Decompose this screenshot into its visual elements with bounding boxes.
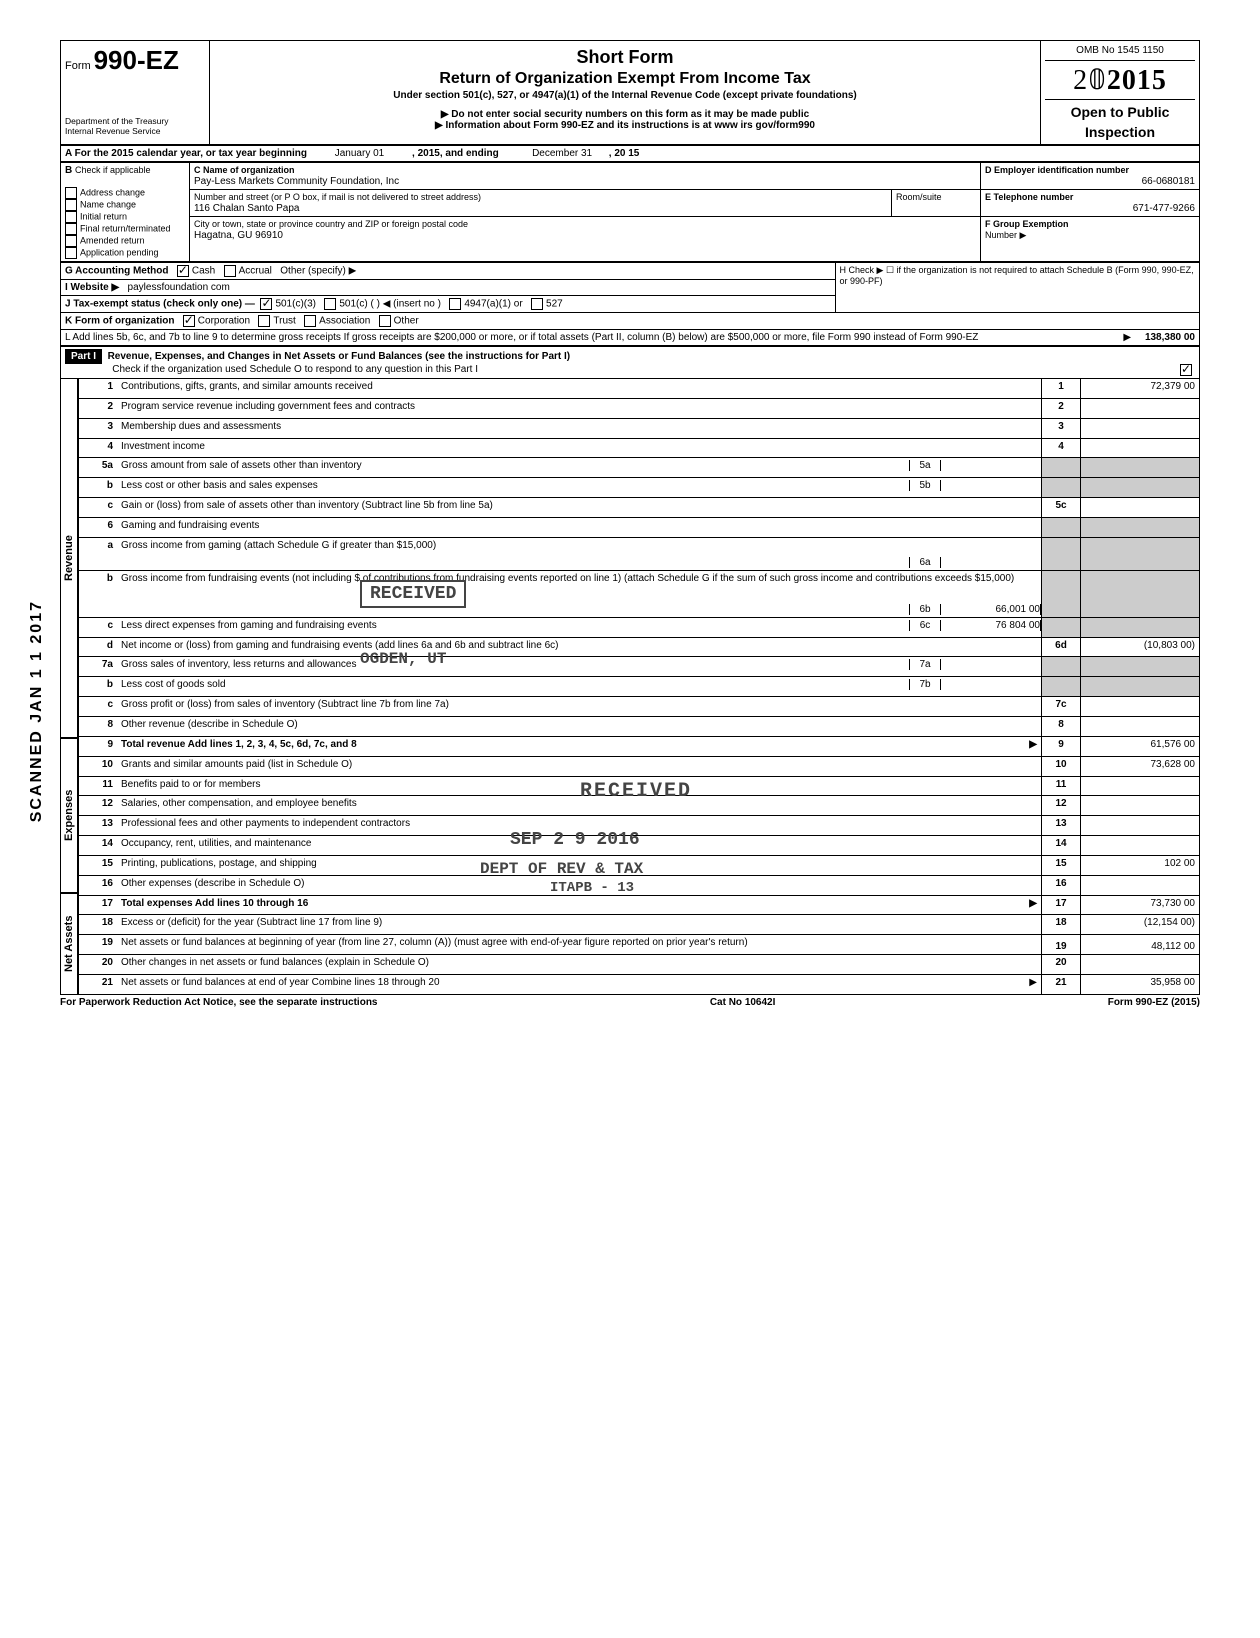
short-form-title: Short Form <box>218 47 1032 68</box>
dept-treasury: Department of the Treasury <box>65 116 205 126</box>
cb-501c3[interactable] <box>260 298 272 310</box>
open-public-2: Inspection <box>1045 124 1195 140</box>
part1-body: Revenue Expenses Net Assets 1Contributio… <box>60 378 1200 995</box>
form-label: Form <box>65 60 91 72</box>
line-6: 6Gaming and fundraising events <box>79 517 1200 537</box>
cb-initial-return[interactable] <box>65 211 77 223</box>
line-18: 18Excess or (deficit) for the year (Subt… <box>79 915 1200 935</box>
header-center: Short Form Return of Organization Exempt… <box>210 41 1041 144</box>
header-right: OMB No 1545 1150 2𝟘2015 Open to Public I… <box>1041 41 1199 144</box>
form-number: 990-EZ <box>94 45 179 75</box>
cb-association[interactable] <box>304 315 316 327</box>
dept-irs: Internal Revenue Service <box>65 126 205 136</box>
section-c-city: City or town, state or province country … <box>190 217 981 262</box>
line-7c: cGross profit or (loss) from sales of in… <box>79 697 1200 717</box>
part1-lines: 1Contributions, gifts, grants, and simil… <box>78 378 1200 995</box>
cb-accrual[interactable] <box>224 265 236 277</box>
line-3: 3Membership dues and assessments3 <box>79 418 1200 438</box>
cb-other-org[interactable] <box>379 315 391 327</box>
line-20: 20Other changes in net assets or fund ba… <box>79 955 1200 975</box>
section-c-street: Number and street (or P O box, if mail i… <box>190 190 892 217</box>
line-9: 9Total revenue Add lines 1, 2, 3, 4, 5c,… <box>79 736 1200 756</box>
section-f: F Group Exemption Number ▶ <box>981 217 1200 262</box>
line-5a: 5aGross amount from sale of assets other… <box>79 458 1200 478</box>
line-i: I Website ▶ paylessfoundation com <box>61 280 836 296</box>
line-a-table: A For the 2015 calendar year, or tax yea… <box>60 145 1200 162</box>
cb-501c[interactable] <box>324 298 336 310</box>
line-6b: bGross income from fundraising events (n… <box>79 570 1200 617</box>
part1-title: Revenue, Expenses, and Changes in Net As… <box>108 351 571 362</box>
entity-info-table: B Check if applicable Address change Nam… <box>60 162 1200 262</box>
tax-year: 2𝟘2015 <box>1045 61 1195 100</box>
scanned-stamp: SCANNED JAN 1 1 2017 <box>28 600 46 822</box>
line-4: 4Investment income4 <box>79 438 1200 458</box>
form-header: Form 990-EZ Department of the Treasury I… <box>60 40 1200 145</box>
cb-4947a1[interactable] <box>449 298 461 310</box>
cb-amended-return[interactable] <box>65 235 77 247</box>
cb-schedule-o[interactable] <box>1180 364 1192 376</box>
part1-check: Check if the organization used Schedule … <box>112 364 478 375</box>
line-j: J Tax-exempt status (check only one) — 5… <box>61 296 836 313</box>
footer-center: Cat No 10642I <box>710 997 776 1008</box>
omb-number: OMB No 1545 1150 <box>1045 45 1195 61</box>
form-page: SCANNED JAN 1 1 2017 Form 990-EZ Departm… <box>60 40 1200 1008</box>
line-17: 17Total expenses Add lines 10 through 16… <box>79 895 1200 915</box>
ghijkl-table: G Accounting Method Cash Accrual Other (… <box>60 262 1200 346</box>
section-d: D Employer identification number 66-0680… <box>981 163 1200 190</box>
netassets-label: Net Assets <box>60 893 78 995</box>
expenses-label: Expenses <box>60 738 78 893</box>
line-6d: dNet income or (loss) from gaming and fu… <box>79 637 1200 657</box>
footer-left: For Paperwork Reduction Act Notice, see … <box>60 997 378 1008</box>
cb-final-return[interactable] <box>65 223 77 235</box>
cb-application-pending[interactable] <box>65 247 77 259</box>
subtitle: Under section 501(c), 527, or 4947(a)(1)… <box>218 90 1032 101</box>
cb-527[interactable] <box>531 298 543 310</box>
header-left: Form 990-EZ Department of the Treasury I… <box>61 41 210 144</box>
line-6a: aGross income from gaming (attach Schedu… <box>79 537 1200 570</box>
line-11: 11Benefits paid to or for members11 <box>79 776 1200 796</box>
line-8: 8Other revenue (describe in Schedule O)8 <box>79 716 1200 736</box>
line-19: 19Net assets or fund balances at beginni… <box>79 935 1200 955</box>
cb-name-change[interactable] <box>65 199 77 211</box>
line-12: 12Salaries, other compensation, and empl… <box>79 796 1200 816</box>
section-c-name: C Name of organization Pay-Less Markets … <box>190 163 981 190</box>
line-13: 13Professional fees and other payments t… <box>79 816 1200 836</box>
line-7b: bLess cost of goods sold7b <box>79 677 1200 697</box>
line-10: 10Grants and similar amounts paid (list … <box>79 756 1200 776</box>
line-7a: 7aGross sales of inventory, less returns… <box>79 657 1200 677</box>
section-b: B Check if applicable Address change Nam… <box>61 163 190 262</box>
line-2: 2Program service revenue including gover… <box>79 398 1200 418</box>
revenue-label: Revenue <box>60 378 78 738</box>
footer-right: Form 990-EZ (2015) <box>1108 997 1200 1008</box>
line-k: K Form of organization Corporation Trust… <box>61 313 1200 330</box>
cb-corporation[interactable] <box>183 315 195 327</box>
line-1: 1Contributions, gifts, grants, and simil… <box>79 379 1200 399</box>
line-l: L Add lines 5b, 6c, and 7b to line 9 to … <box>61 330 1200 346</box>
line-21: 21Net assets or fund balances at end of … <box>79 974 1200 994</box>
note-ssn: ▶ Do not enter social security numbers o… <box>218 109 1032 120</box>
section-e: E Telephone number 671-477-9266 <box>981 190 1200 217</box>
cb-address-change[interactable] <box>65 187 77 199</box>
part1-label: Part I <box>65 349 102 364</box>
line-14: 14Occupancy, rent, utilities, and mainte… <box>79 836 1200 856</box>
part1-header: Part I Revenue, Expenses, and Changes in… <box>60 346 1200 378</box>
line-15: 15Printing, publications, postage, and s… <box>79 855 1200 875</box>
return-title: Return of Organization Exempt From Incom… <box>218 70 1032 88</box>
cb-trust[interactable] <box>258 315 270 327</box>
line-a: A For the 2015 calendar year, or tax yea… <box>61 146 1200 162</box>
line-6c: cLess direct expenses from gaming and fu… <box>79 617 1200 637</box>
room-suite: Room/suite <box>892 190 981 217</box>
footer: For Paperwork Reduction Act Notice, see … <box>60 997 1200 1008</box>
line-5b: bLess cost or other basis and sales expe… <box>79 478 1200 498</box>
line-h: H Check ▶ ☐ if the organization is not r… <box>835 263 1199 313</box>
cb-cash[interactable] <box>177 265 189 277</box>
line-g: G Accounting Method Cash Accrual Other (… <box>61 263 836 280</box>
open-public-1: Open to Public <box>1045 104 1195 120</box>
line-16: 16Other expenses (describe in Schedule O… <box>79 875 1200 895</box>
line-5c: cGain or (loss) from sale of assets othe… <box>79 498 1200 518</box>
note-info: ▶ Information about Form 990-EZ and its … <box>218 120 1032 131</box>
